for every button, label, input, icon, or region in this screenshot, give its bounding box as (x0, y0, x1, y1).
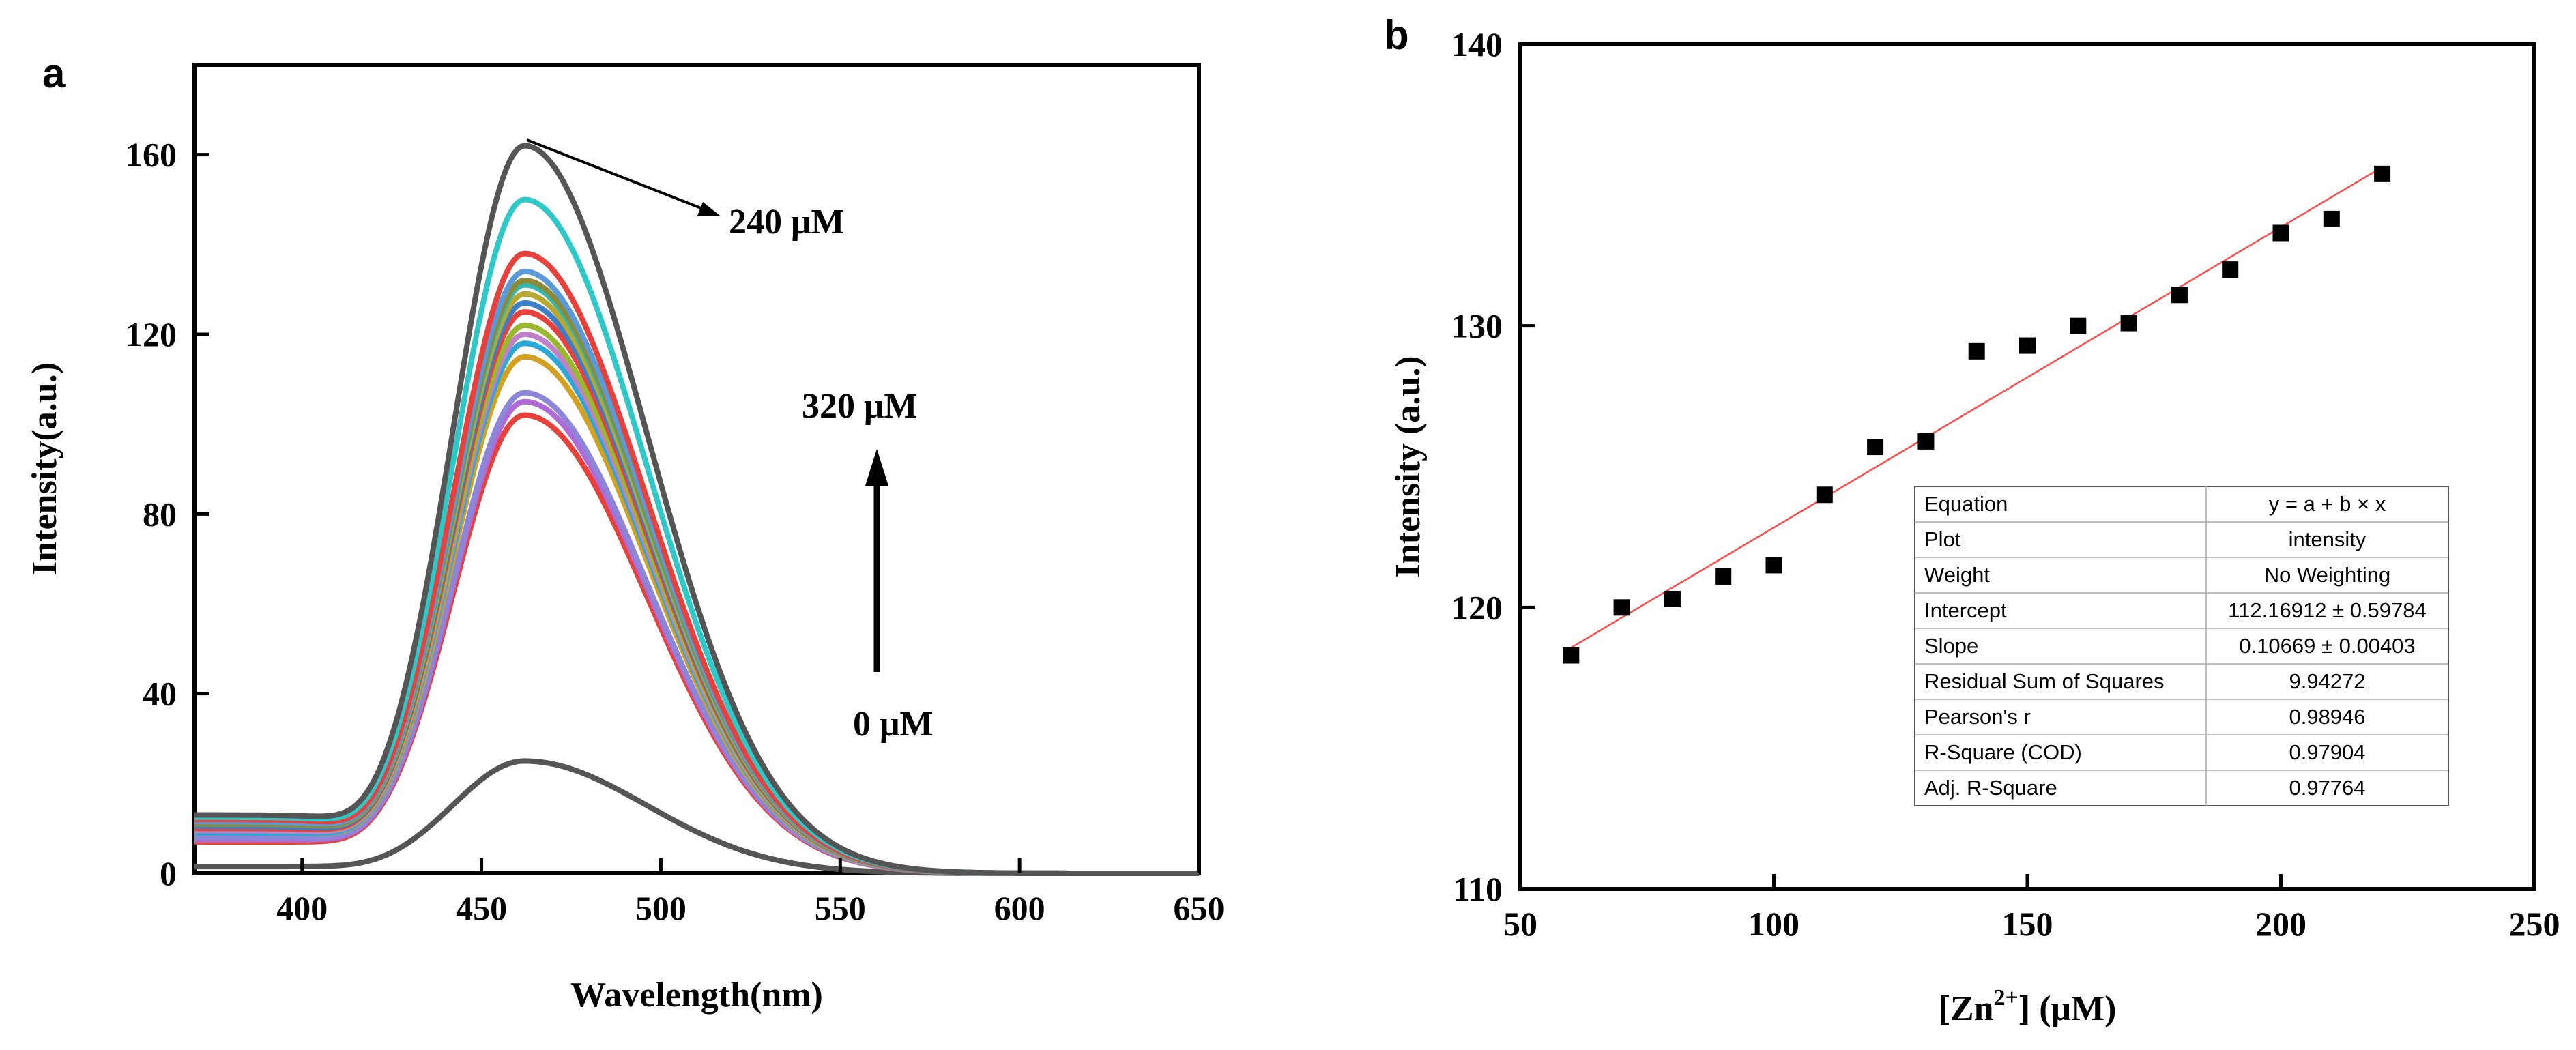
y-tick-label: 80 (143, 495, 177, 533)
data-point (2019, 337, 2036, 354)
panel-b-y-ticks: 110 120 130 140 (1451, 25, 1535, 908)
panel-b-letter: b (1384, 12, 1409, 58)
panel-b-data-points (1563, 165, 2391, 664)
spectrum-curve-11 (194, 282, 1199, 876)
x-tick-label: 400 (276, 889, 328, 927)
top-curve-pointer-line (526, 138, 714, 214)
y-tick-label: 160 (126, 136, 177, 174)
data-point (1917, 433, 1935, 450)
panel-a-y-ticks: 0 40 80 120 160 (126, 136, 209, 892)
y-tick-label: 120 (1451, 588, 1503, 626)
annotation-0uM: 0 μM (853, 705, 934, 744)
table-row-value: 0.98946 (2289, 705, 2365, 729)
x-title-unit: ] (μM) (2018, 989, 2117, 1028)
y-tick-label: 40 (143, 675, 177, 713)
data-point (1715, 568, 1732, 585)
x-tick-label: 150 (2002, 905, 2053, 943)
spectrum-curve-3 (194, 390, 1199, 876)
y-tick-label: 140 (1451, 25, 1503, 63)
annotation-320uM: 320 μM (802, 387, 918, 426)
x-tick-label: 50 (1503, 905, 1537, 943)
y-tick-label: 130 (1451, 307, 1503, 345)
y-tick-label: 120 (126, 315, 177, 353)
panel-b-x-ticks: 50 100 150 200 250 (1503, 874, 2560, 943)
x-tick-label: 100 (1748, 905, 1799, 943)
table-row-value: 0.97904 (2289, 740, 2365, 764)
table-row-label: Slope (1924, 634, 1978, 658)
data-point (2070, 317, 2087, 334)
table-row-value: intensity (2289, 527, 2367, 551)
table-row-value: 9.94272 (2289, 669, 2365, 693)
panel-b-x-axis-title: [Zn2+] (μM) (1939, 985, 2117, 1028)
panel-a-frame (192, 63, 1201, 875)
spectrum-curve-10 (194, 291, 1199, 876)
panel-a: a 400 450 500 550 600 650 0 40 80 120 160 Wavelen… (25, 50, 1225, 1015)
spectrum-curve-12 (194, 278, 1199, 876)
panel-a-x-ticks: 400 450 500 550 600 650 (276, 858, 1225, 927)
x-title-charge: 2+ (1994, 985, 2018, 1010)
data-point (1664, 590, 1681, 607)
spectrum-curve-4 (194, 353, 1199, 876)
table-row-label: Pearson's r (1924, 705, 2031, 729)
x-tick-label: 600 (994, 889, 1045, 927)
table-row-label: Intercept (1924, 598, 2007, 622)
data-point (1613, 599, 1630, 616)
linear-fit-line (1570, 166, 2383, 649)
stats-table-frame (1914, 486, 2449, 806)
top-curve-pointer-arrowhead (697, 202, 720, 216)
increase-arrowhead (865, 449, 888, 486)
data-point (2222, 261, 2239, 278)
panel-b: b 50 100 150 200 250 110 120 130 140 Equation y … (1384, 12, 2560, 1028)
spectrum-curve-8 (194, 309, 1199, 876)
data-point (2171, 287, 2188, 304)
data-point (1765, 557, 1782, 574)
data-point (1968, 342, 1985, 360)
spectrum-curve-16 (194, 143, 1199, 876)
fit-statistics-table: Equation y = a + b × x Plot intensity Weight… (1914, 486, 2449, 806)
x-tick-label: 500 (635, 889, 686, 927)
spectrum-curve-15 (194, 196, 1199, 876)
y-tick-label: 110 (1453, 870, 1503, 908)
x-tick-label: 200 (2255, 905, 2306, 943)
data-point (2120, 315, 2137, 332)
table-row-value: No Weighting (2264, 563, 2391, 587)
table-row-label: Residual Sum of Squares (1924, 669, 2165, 693)
table-row-label: Weight (1924, 563, 1990, 587)
table-row-value: y = a + b × x (2269, 492, 2386, 516)
panel-a-y-axis-title: Intensity(a.u.) (25, 362, 64, 575)
table-row-value: 112.16912 ± 0.59784 (2228, 598, 2427, 622)
table-row-value: 0.10669 ± 0.00403 (2239, 634, 2415, 658)
x-tick-label: 650 (1174, 889, 1225, 927)
spectrum-curve-13 (194, 268, 1199, 876)
stats-table-rows: Equation y = a + b × x Plot intensity Weight… (1915, 486, 2448, 806)
panel-a-x-axis-title: Wavelength(nm) (570, 976, 823, 1015)
table-row-label: Plot (1924, 527, 1961, 551)
data-point (2323, 210, 2340, 227)
x-tick-label: 450 (456, 889, 507, 927)
data-point (1563, 647, 1580, 664)
table-row-label: Equation (1924, 492, 2008, 516)
spectrum-curve-14 (194, 250, 1199, 876)
data-point (1816, 486, 1833, 504)
data-point (1867, 439, 1884, 456)
panel-a-curves (194, 143, 1199, 876)
data-point (2272, 224, 2289, 242)
panel-b-y-axis-title: Intensity (a.u.) (1389, 355, 1428, 577)
x-tick-label: 250 (2509, 905, 2560, 943)
table-row-label: Adj. R-Square (1924, 776, 2057, 800)
panel-a-letter: a (42, 50, 66, 96)
y-tick-label: 0 (160, 854, 177, 892)
x-tick-label: 550 (815, 889, 866, 927)
x-title-zn: [Zn (1939, 989, 1994, 1028)
table-row-value: 0.97764 (2289, 776, 2365, 800)
annotation-240uM: 240 μM (729, 203, 845, 242)
spectrum-curve-9 (194, 300, 1199, 876)
table-row-label: R-Square (COD) (1924, 740, 2082, 764)
data-point (2374, 165, 2391, 182)
